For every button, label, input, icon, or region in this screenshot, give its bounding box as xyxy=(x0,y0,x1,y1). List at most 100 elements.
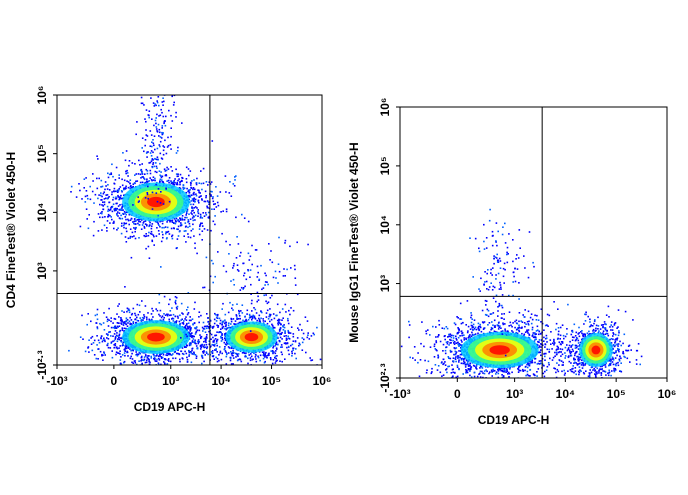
event-dot xyxy=(562,362,564,364)
event-dot xyxy=(452,372,454,374)
density-core xyxy=(147,333,165,342)
event-dot xyxy=(543,340,545,342)
event-dot xyxy=(259,319,261,321)
event-dot xyxy=(158,314,160,316)
event-dot xyxy=(291,353,293,355)
event-dot xyxy=(102,359,104,361)
event-dot xyxy=(195,333,197,335)
event-dot xyxy=(216,345,218,347)
event-dot xyxy=(118,316,120,318)
event-dot xyxy=(126,150,128,152)
event-dot xyxy=(155,120,157,122)
event-dot xyxy=(149,222,151,224)
event-dot xyxy=(251,356,253,358)
event-dot xyxy=(184,318,186,320)
event-dot xyxy=(104,189,106,191)
event-dot xyxy=(141,163,143,165)
event-dot xyxy=(154,357,156,359)
event-dot xyxy=(97,358,99,360)
event-dot xyxy=(538,334,540,336)
event-dot xyxy=(215,186,217,188)
event-dot xyxy=(270,297,272,299)
event-dot xyxy=(225,352,227,354)
event-dot xyxy=(99,204,101,206)
event-dot xyxy=(157,373,159,375)
event-dot xyxy=(288,350,290,352)
event-dot xyxy=(120,186,122,188)
event-dot xyxy=(428,361,430,363)
event-dot xyxy=(477,386,479,388)
event-dot xyxy=(187,326,189,328)
event-dot xyxy=(550,331,552,333)
event-dot xyxy=(129,310,131,312)
event-dot xyxy=(250,369,252,371)
event-dot xyxy=(98,178,100,180)
event-dot xyxy=(233,352,235,354)
event-dot xyxy=(189,189,191,191)
event-dot xyxy=(467,300,469,302)
event-dot xyxy=(259,315,261,317)
event-dot xyxy=(153,125,155,127)
event-dot xyxy=(501,368,503,370)
event-dot xyxy=(225,241,227,243)
event-dot xyxy=(203,350,205,352)
event-dot xyxy=(132,236,134,238)
event-dot xyxy=(443,359,445,361)
event-dot xyxy=(546,369,548,371)
event-dot xyxy=(139,164,141,166)
event-dot xyxy=(134,174,136,176)
event-dot xyxy=(279,312,281,314)
event-dot xyxy=(437,369,439,371)
event-dot xyxy=(408,337,410,339)
event-dot xyxy=(453,337,455,339)
event-dot xyxy=(221,308,223,310)
event-dot xyxy=(279,330,281,332)
event-dot xyxy=(157,156,159,158)
event-dot xyxy=(242,373,244,375)
event-dot xyxy=(107,206,109,208)
event-dot xyxy=(194,327,196,329)
event-dot xyxy=(223,265,225,267)
event-dot xyxy=(119,350,121,352)
event-dot xyxy=(188,322,190,324)
event-dot xyxy=(278,321,280,323)
event-dot xyxy=(467,378,469,380)
event-dot xyxy=(529,365,531,367)
event-dot xyxy=(183,184,185,186)
event-dot xyxy=(133,223,135,225)
event-dot xyxy=(177,173,179,175)
event-dot xyxy=(302,342,304,344)
event-dot xyxy=(193,194,195,196)
event-dot xyxy=(275,343,277,345)
event-dot xyxy=(224,319,226,321)
event-dot xyxy=(111,194,113,196)
event-dot xyxy=(266,316,268,318)
event-dot xyxy=(164,296,166,298)
event-dot xyxy=(217,251,219,253)
event-dot xyxy=(251,245,253,247)
event-dot xyxy=(234,185,236,187)
event-dot xyxy=(442,327,444,329)
event-dot xyxy=(120,373,122,375)
event-dot xyxy=(219,346,221,348)
density-core xyxy=(147,197,165,207)
event-dot xyxy=(283,268,285,270)
event-dot xyxy=(296,242,298,244)
event-dot xyxy=(212,350,214,352)
event-dot xyxy=(280,333,282,335)
event-dot xyxy=(145,129,147,131)
event-dot xyxy=(516,320,518,322)
event-dot xyxy=(458,359,460,361)
event-dot xyxy=(165,233,167,235)
event-dot xyxy=(232,309,234,311)
event-dot xyxy=(129,348,131,350)
event-dot xyxy=(116,313,118,315)
event-dot xyxy=(263,295,265,297)
event-dot xyxy=(245,352,247,354)
event-dot xyxy=(215,335,217,337)
event-dot xyxy=(163,101,165,103)
event-dot xyxy=(143,314,145,316)
event-dot xyxy=(117,215,119,217)
event-dot xyxy=(181,122,183,124)
event-dot xyxy=(126,231,128,233)
